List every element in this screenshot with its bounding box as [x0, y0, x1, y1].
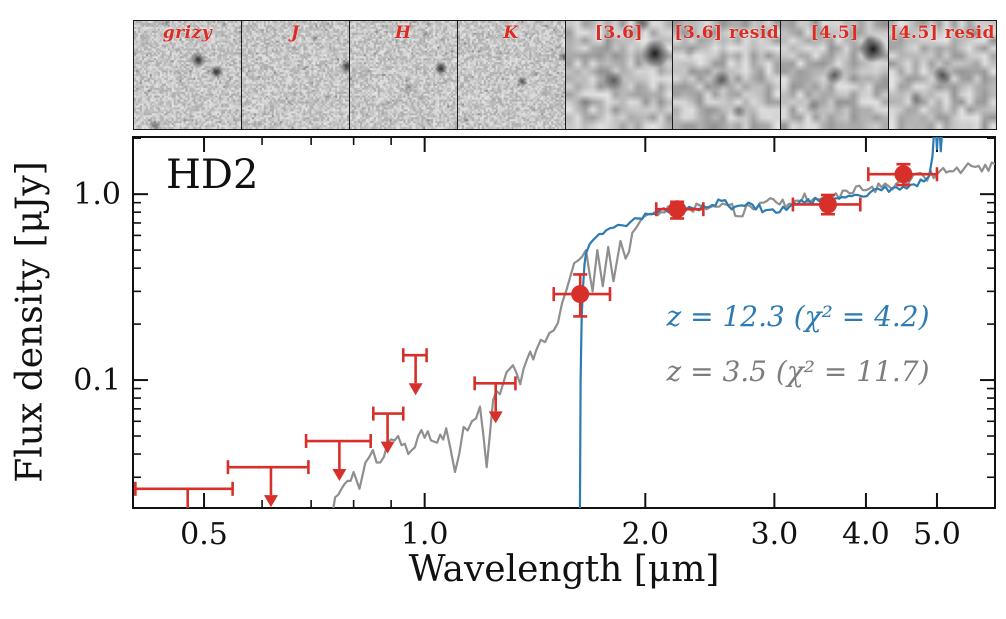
upper-limit-arrow — [380, 441, 395, 454]
cutout-label: K — [503, 23, 519, 43]
upper-limits — [134, 348, 517, 508]
x-tick-label: 4.0 — [842, 517, 890, 552]
cutout-panel-8: [4.5] resid — [889, 21, 996, 129]
series-gray — [332, 161, 995, 508]
cutout-strip: grizy J H K [3.6] [3.6] resid [4.5] [4.5] resid — [133, 20, 997, 130]
cutout-label: [4.5] resid — [890, 23, 995, 43]
cutout-label: J — [291, 23, 300, 43]
cutout-image-canvas — [457, 21, 565, 129]
upper-limit-arrow — [332, 469, 347, 482]
axes-frame — [132, 136, 996, 509]
cutout-image-canvas — [241, 21, 349, 129]
axis-ticks: 0.5 1.0 2.0 3.0 4.0 5.0 1.0 0.1 — [73, 137, 995, 552]
x-tick-label: 1.0 — [401, 517, 449, 552]
cutout-panel-6: [3.6] resid — [673, 21, 782, 129]
x-axis-label: Wavelength [μm] — [408, 549, 720, 590]
plot-title: HD2 — [166, 152, 259, 198]
legend-z12.3: z = 12.3 (χ² = 4.2) — [666, 300, 930, 333]
upper-limit-arrow — [408, 383, 423, 396]
detection-point — [818, 195, 837, 214]
cutout-label: H — [394, 23, 412, 43]
x-tick-label: 0.5 — [180, 517, 228, 552]
cutout-label: [4.5] — [810, 23, 859, 43]
x-tick-label: 5.0 — [913, 517, 961, 552]
y-tick-label: 1.0 — [73, 177, 121, 212]
cutout-label: grizy — [162, 23, 213, 43]
upper-limit-arrow — [488, 411, 503, 424]
cutout-panel-3: H — [349, 21, 458, 129]
cutout-label: [3.6] resid — [674, 23, 780, 43]
cutout-panel-7: [4.5] — [781, 21, 890, 129]
legend-z3.5: z = 3.5 (χ² = 11.7) — [666, 355, 930, 388]
y-tick-label: 0.1 — [73, 363, 121, 398]
detection-point — [894, 165, 913, 184]
cutout-image-canvas — [565, 21, 673, 129]
cutout-panel-2: J — [241, 21, 350, 129]
detection-point — [571, 285, 590, 304]
detection-point — [668, 200, 687, 219]
upper-limit-arrow — [263, 495, 278, 508]
detections — [552, 162, 939, 318]
cutout-panel-1: grizy — [134, 21, 242, 129]
cutout-label: [3.6] — [594, 23, 644, 43]
cutout-image-canvas — [673, 21, 781, 129]
cutout-image-canvas — [781, 21, 889, 129]
series-blue — [578, 137, 943, 508]
cutout-image-canvas — [349, 21, 457, 129]
y-axis-label: Flux density [μJy] — [9, 161, 51, 483]
cutout-image-canvas — [134, 21, 241, 129]
x-tick-label: 2.0 — [621, 517, 669, 552]
cutout-panel-4: K — [457, 21, 566, 129]
x-tick-label: 3.0 — [751, 517, 799, 552]
cutout-image-canvas — [889, 21, 996, 129]
cutout-panel-5: [3.6] — [565, 21, 674, 129]
